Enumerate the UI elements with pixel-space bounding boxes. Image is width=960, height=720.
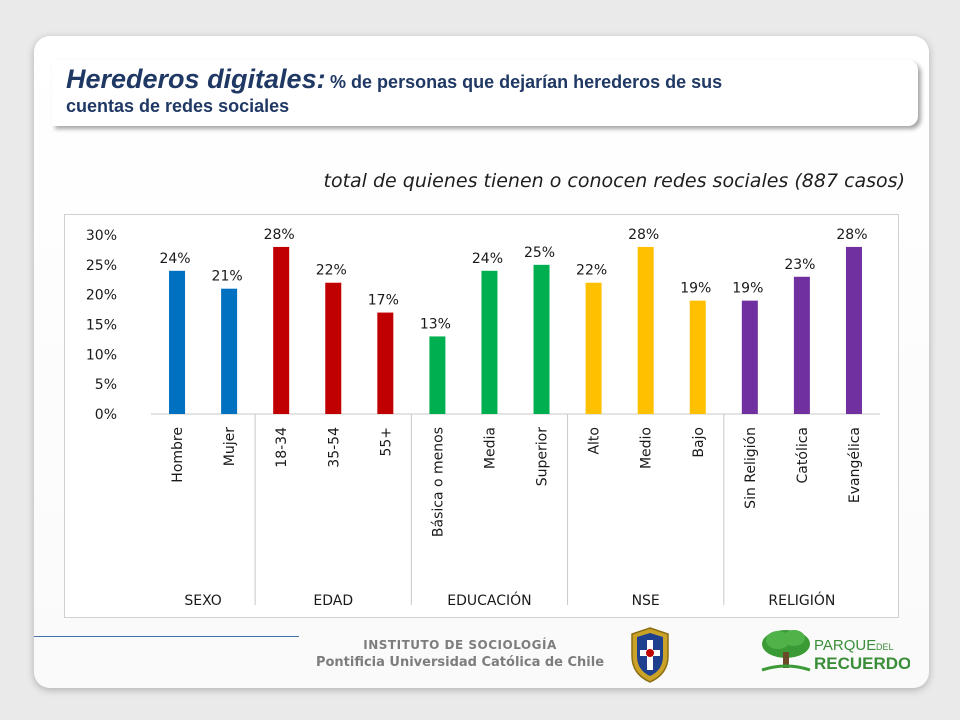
y-tick-label: 25% xyxy=(86,258,117,274)
group-label: SEXO xyxy=(184,593,221,609)
logo-del-text: DEL xyxy=(876,642,894,652)
category-label: Bajo xyxy=(691,427,707,458)
data-label: 24% xyxy=(159,251,190,267)
category-label: 55+ xyxy=(378,427,394,457)
group-label: NSE xyxy=(632,593,660,609)
category-label: Medio xyxy=(639,427,655,469)
bar xyxy=(221,288,238,414)
category-label: Hombre xyxy=(170,427,186,483)
bar xyxy=(741,300,758,414)
data-label: 23% xyxy=(784,257,815,273)
group-label: RELIGIÓN xyxy=(768,591,835,609)
data-label: 22% xyxy=(576,263,607,279)
bar xyxy=(793,276,810,414)
category-label: Sin Religión xyxy=(743,427,759,509)
data-label: 19% xyxy=(680,281,711,297)
group-label: EDAD xyxy=(313,593,353,609)
data-label: 28% xyxy=(628,227,659,243)
y-tick-label: 20% xyxy=(86,288,117,304)
bar xyxy=(273,246,290,414)
data-label: 19% xyxy=(732,281,763,297)
category-label: Básica o menos xyxy=(430,427,446,537)
bar xyxy=(845,246,862,414)
category-label: Evangélica xyxy=(847,427,863,503)
y-tick-label: 15% xyxy=(86,318,117,334)
logo-recuerdo-text: RECUERDO xyxy=(814,654,910,673)
data-label: 13% xyxy=(420,316,451,332)
bar xyxy=(689,300,706,414)
title-line2: cuentas de redes sociales xyxy=(66,96,290,116)
bar xyxy=(325,282,342,414)
page-title: Herederos digitales: % de personas que d… xyxy=(66,64,872,116)
category-label: Mujer xyxy=(222,427,238,466)
y-tick-label: 10% xyxy=(86,347,117,363)
footer-line1: INSTITUTO DE SOCIOLOGÍA xyxy=(363,638,557,652)
group-label: EDUCACIÓN xyxy=(447,591,531,609)
category-label: Superior xyxy=(535,427,551,486)
data-label: 21% xyxy=(212,269,243,285)
footer-divider xyxy=(34,636,299,637)
bar xyxy=(429,336,446,414)
category-label: 35-54 xyxy=(326,427,342,468)
bar xyxy=(481,270,498,414)
bar xyxy=(585,282,602,414)
data-label: 22% xyxy=(316,263,347,279)
bar xyxy=(169,270,186,414)
title-rest: % de personas que dejarían herederos de … xyxy=(330,72,723,92)
university-crest-icon xyxy=(631,627,669,683)
chart-subtitle: total de quienes tienen o conocen redes … xyxy=(323,170,906,192)
chart-area: 0% 5% 10% 15% 20% 25% 30% SEXO EDAD EDUCACIÓN NSE R… xyxy=(64,214,899,618)
y-tick-label: 5% xyxy=(95,377,117,393)
bar xyxy=(637,246,654,414)
footer-line2: Pontificia Universidad Católica de Chile xyxy=(315,655,605,670)
data-label: 25% xyxy=(524,245,555,261)
bar xyxy=(377,312,394,414)
y-tick-label: 30% xyxy=(86,228,117,244)
title-main: Herederos digitales: xyxy=(66,64,326,94)
data-label: 24% xyxy=(472,251,503,267)
category-label: Católica xyxy=(795,427,811,483)
footer-institution: INSTITUTO DE SOCIOLOGÍA Pontificia Unive… xyxy=(300,636,620,672)
category-label: Media xyxy=(482,427,498,469)
bar-chart: 0% 5% 10% 15% 20% 25% 30% SEXO EDAD EDUCACIÓN NSE R… xyxy=(86,227,880,609)
category-label: 18-34 xyxy=(274,427,290,468)
y-tick-label: 0% xyxy=(95,407,117,423)
data-label: 28% xyxy=(836,227,867,243)
data-label: 28% xyxy=(264,227,295,243)
parque-del-recuerdo-logo: PARQUE DEL RECUERDO xyxy=(761,630,910,673)
bar xyxy=(533,264,550,414)
title-bar xyxy=(52,60,918,126)
data-label: 17% xyxy=(368,293,399,309)
logo-parque-text: PARQUE xyxy=(814,637,876,654)
category-label: Alto xyxy=(587,427,603,455)
